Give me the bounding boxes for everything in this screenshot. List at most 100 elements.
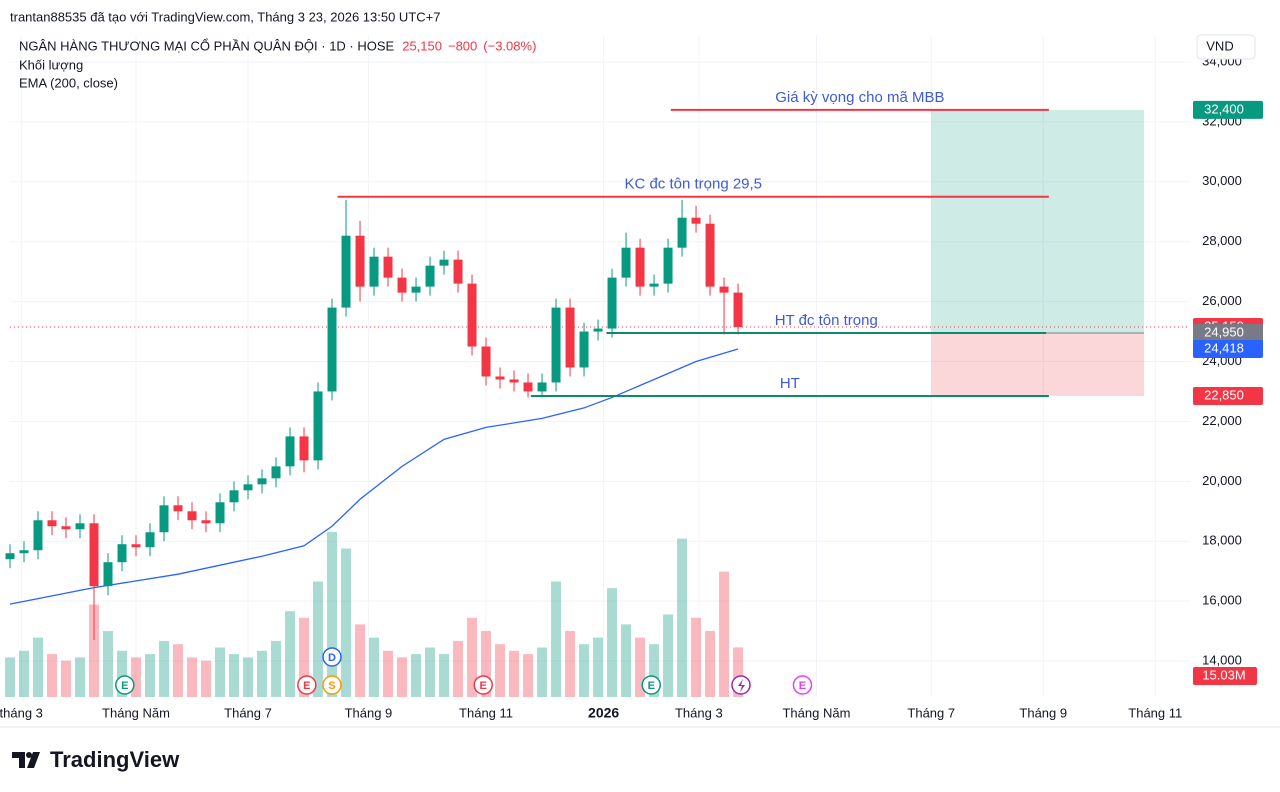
candle-body [691, 217, 701, 224]
y-tick-label: 22,000 [1202, 413, 1242, 428]
level-label: Giá kỳ vọng cho mã MBB [775, 89, 944, 106]
candle-body [411, 286, 421, 293]
candle-body [621, 247, 631, 278]
candle-body [201, 520, 211, 524]
volume-badge-label: 15.03M [1202, 667, 1245, 682]
candle-body [635, 247, 645, 287]
candle-body [649, 283, 659, 287]
candle-body [173, 505, 183, 512]
x-tick-label: Tháng Năm [102, 705, 170, 720]
volume-bar [523, 654, 534, 697]
candle-body [537, 382, 547, 392]
event-marker [115, 675, 135, 695]
x-tick-label: Tháng 11 [1128, 705, 1182, 720]
candle-body [481, 346, 491, 377]
y-tick-label: 28,000 [1202, 233, 1242, 248]
y-tick-label: 26,000 [1202, 293, 1242, 308]
volume-badge [1193, 667, 1257, 685]
volume-bar [229, 654, 240, 697]
price-badge [1193, 386, 1263, 405]
volume-bar [61, 660, 72, 697]
volume-bar [5, 657, 15, 697]
candle-body [117, 544, 127, 563]
volume-bar [327, 532, 338, 697]
volume-bar [467, 617, 478, 697]
volume-bar [719, 571, 730, 697]
candle-body [663, 247, 673, 284]
candle-body [467, 283, 477, 347]
candle-body [495, 376, 505, 380]
candle-body [551, 307, 561, 383]
volume-bar [103, 631, 114, 697]
candle-body [425, 265, 435, 287]
chart-title: NGÂN HÀNG THƯƠNG MẠI CỔ PHẦN QUÂN ĐỘI · … [19, 38, 395, 53]
logo [12, 752, 40, 768]
volume-bar [47, 654, 58, 697]
volume-bar [173, 644, 184, 697]
candle-body [523, 382, 533, 392]
candle-body [705, 223, 715, 287]
y-tick-label: 30,000 [1202, 173, 1242, 188]
x-tick-label: 2026 [588, 705, 619, 721]
candle-body [579, 331, 589, 368]
candle-body [355, 235, 365, 287]
candle-body [19, 550, 29, 554]
y-tick-label: 18,000 [1202, 533, 1242, 548]
candle-body [33, 520, 43, 551]
currency-box[interactable] [1196, 34, 1256, 60]
event-marker [473, 675, 493, 695]
credit: trantan88535 đã tạo với TradingView.com,… [10, 9, 440, 24]
candle-body [453, 259, 463, 284]
event-label: E [480, 680, 487, 692]
event-marker [322, 675, 342, 695]
candle-body [509, 379, 519, 383]
volume-bar [19, 650, 30, 697]
y-tick-label: 16,000 [1202, 593, 1242, 608]
volume-bar [257, 650, 268, 697]
brand: TradingView [50, 747, 180, 772]
volume-bar [663, 614, 674, 697]
volume-bar [439, 654, 450, 697]
x-tick-label: Tháng 7 [224, 705, 272, 720]
event-label: S [328, 680, 335, 692]
volume-bar [649, 644, 660, 697]
level-label: KC đc tôn trọng 29,5 [624, 176, 762, 193]
indicator: Khối lượng [19, 57, 83, 72]
x-tick-label: Tháng Năm [782, 705, 850, 720]
volume-bar [243, 657, 254, 697]
volume-bar [733, 647, 744, 697]
volume-bar [131, 657, 142, 697]
change: −800 [448, 38, 477, 53]
change-pct: (−3.08%) [483, 38, 536, 53]
candle-body [271, 466, 281, 479]
candle-body [61, 526, 71, 530]
candle-body [285, 436, 295, 467]
volume-bar [341, 548, 352, 697]
volume-bar [313, 581, 324, 697]
event-marker [641, 675, 661, 695]
candle-body [439, 259, 449, 266]
level-label: HT đc tôn trọng [775, 312, 878, 329]
volume-bar [117, 650, 128, 697]
candle-body [257, 478, 267, 485]
event-label: E [303, 680, 310, 692]
candle-body [5, 553, 15, 560]
x-tick-label: Tháng 7 [907, 705, 955, 720]
volume-bar [271, 640, 282, 697]
volume-bar [705, 631, 716, 697]
volume-bar [89, 604, 100, 697]
event-marker [792, 675, 813, 695]
candle-body [719, 286, 729, 293]
price-badge-label: 32,400 [1204, 101, 1244, 116]
stop-zone [931, 333, 1145, 396]
volume-bar [509, 650, 520, 697]
candle-body [313, 391, 323, 461]
candle-body [187, 511, 197, 521]
ema-line [9, 348, 739, 605]
candle-body [243, 484, 253, 491]
candle-body [733, 292, 743, 328]
volume-bar [411, 654, 422, 697]
volume-bar [565, 631, 576, 697]
event-marker [322, 647, 342, 667]
event-lightning [731, 675, 751, 695]
